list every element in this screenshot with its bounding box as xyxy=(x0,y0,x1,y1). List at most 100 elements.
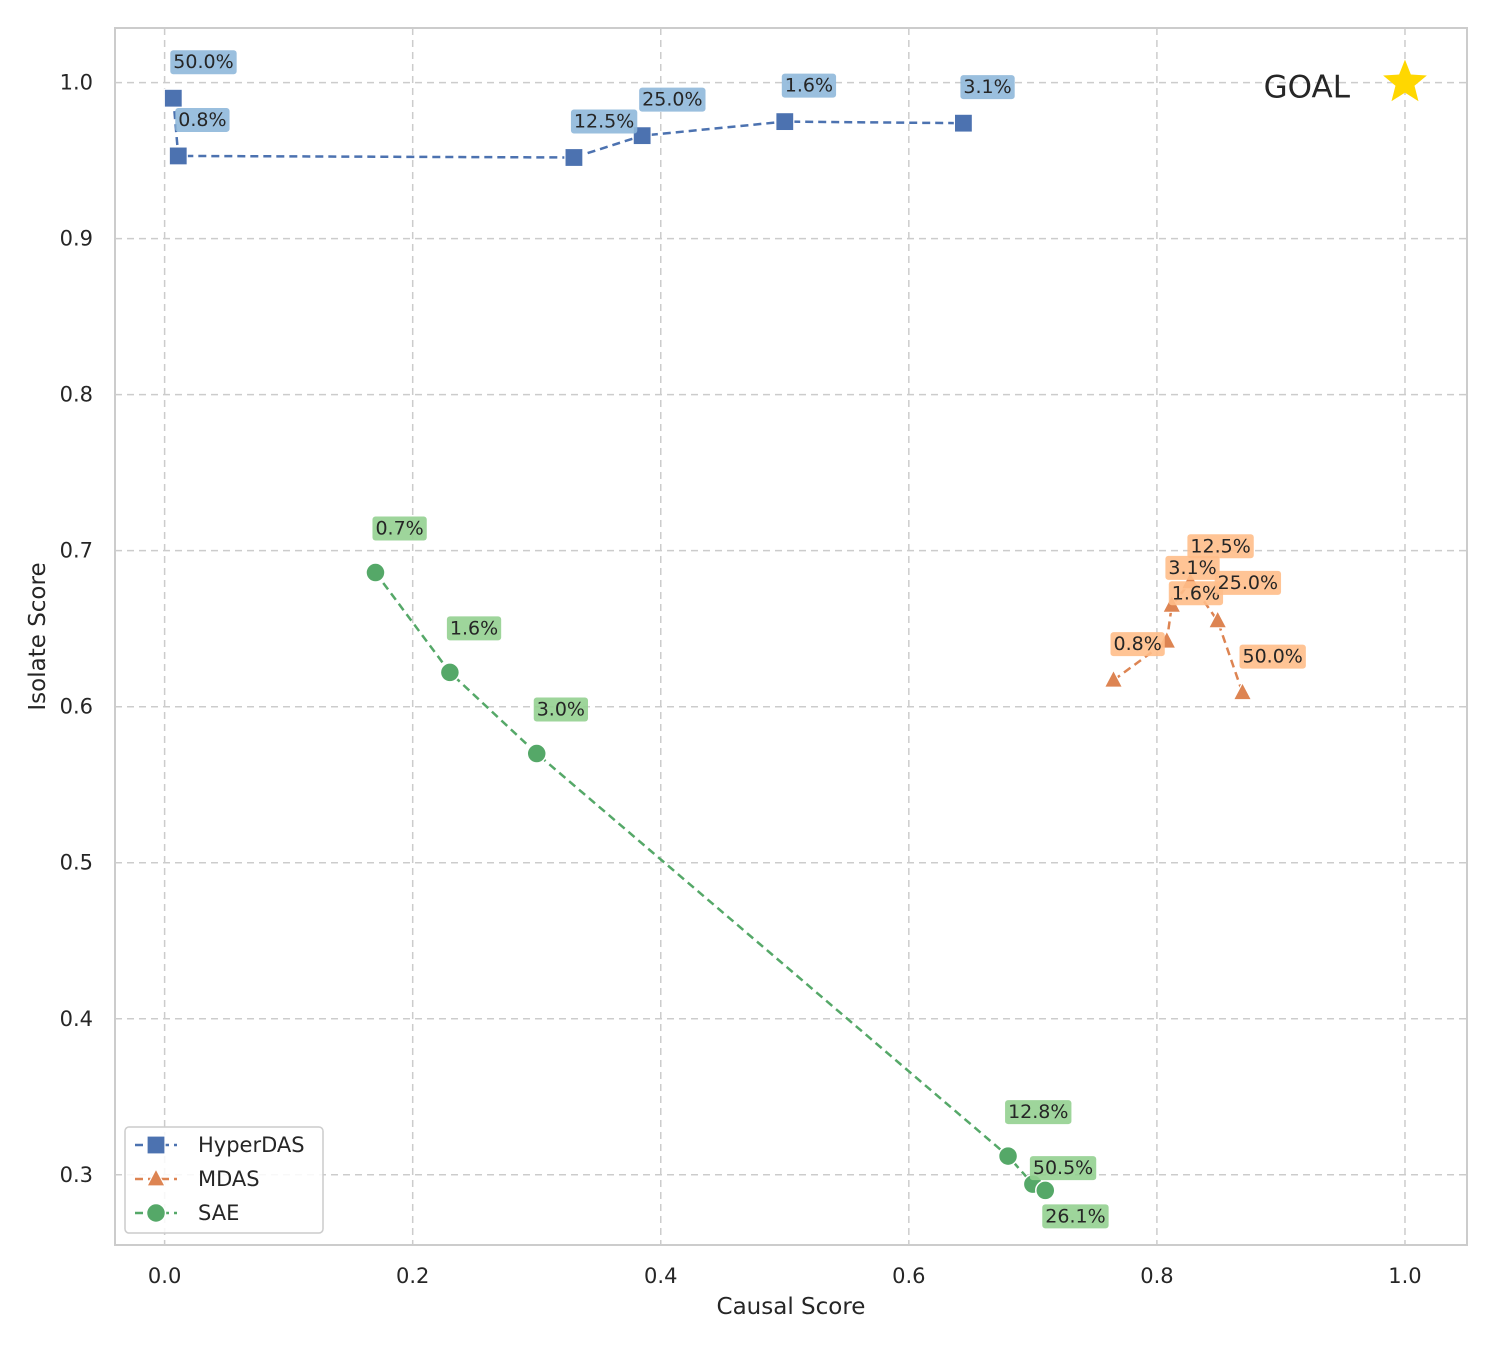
legend-entry-mdas: MDAS xyxy=(135,1167,260,1191)
goal-star-icon xyxy=(1383,59,1427,102)
point-label-bg xyxy=(533,697,589,722)
point-label-bg xyxy=(170,50,237,75)
x-tick-label: 0.2 xyxy=(396,1264,429,1288)
legend-marker xyxy=(145,1202,167,1224)
point-label-bg xyxy=(1005,1100,1072,1125)
series-line-sae xyxy=(374,571,1046,1192)
point-label: 0.8% xyxy=(175,107,230,132)
point-label-bg xyxy=(1214,570,1282,595)
point-label: 50.0% xyxy=(170,50,237,75)
point-label-bg xyxy=(175,107,230,132)
series-lines xyxy=(172,98,1244,1192)
point-label-text: 12.8% xyxy=(1008,1101,1068,1123)
legend-entry-sae: SAE xyxy=(135,1201,239,1225)
point-label: 25.0% xyxy=(639,87,706,112)
y-tick-label: 0.8 xyxy=(60,383,93,407)
legend-marker xyxy=(146,1167,166,1187)
series-markers xyxy=(163,88,1253,1201)
plot-frame xyxy=(114,27,1468,1246)
point-label-text: 1.6% xyxy=(1172,582,1220,604)
data-point-hyperdas xyxy=(632,126,652,146)
legend-label: HyperDAS xyxy=(198,1133,305,1157)
point-label-text: 1.6% xyxy=(785,75,833,97)
x-tick-label: 0.0 xyxy=(148,1264,181,1288)
point-label-bg xyxy=(1029,1156,1097,1181)
point-label-bg xyxy=(372,516,427,541)
y-axis-title: Isolate Score xyxy=(25,562,51,710)
data-point-sae xyxy=(997,1145,1019,1167)
point-label: 12.5% xyxy=(570,109,638,134)
point-label-text: 3.0% xyxy=(537,699,585,721)
x-tick-label: 1.0 xyxy=(1388,1264,1421,1288)
grid xyxy=(115,28,1467,1245)
point-label: 0.8% xyxy=(1110,632,1165,657)
point-label: 1.6% xyxy=(446,616,502,641)
point-label-bg xyxy=(639,87,706,112)
data-point-sae xyxy=(365,562,386,583)
point-label: 12.8% xyxy=(1005,1100,1072,1125)
point-label-text: 26.1% xyxy=(1045,1205,1105,1227)
point-label-text: 3.1% xyxy=(1168,557,1216,579)
y-tick-label: 0.5 xyxy=(60,851,93,875)
point-label: 50.5% xyxy=(1029,1156,1097,1181)
point-label: 3.0% xyxy=(533,697,589,722)
data-point-sae xyxy=(1035,1180,1056,1201)
axis-ticks: 0.0 0.2 0.4 0.6 0.8 1.0 0.3 0.4 0.5 0.6 0.7 0.8 0.9 1… xyxy=(60,71,1422,1288)
legend-label: MDAS xyxy=(198,1167,260,1191)
point-label-text: 50.0% xyxy=(173,51,233,73)
data-point-mdas xyxy=(1103,668,1124,688)
data-point-sae xyxy=(526,743,547,764)
y-tick-label: 0.7 xyxy=(60,539,93,563)
data-point-hyperdas xyxy=(168,146,188,166)
point-label-bg xyxy=(1187,534,1254,559)
x-tick-label: 0.8 xyxy=(1140,1264,1173,1288)
point-label-bg xyxy=(1110,632,1165,657)
point-label-text: 0.8% xyxy=(178,109,226,131)
point-label-text: 25.0% xyxy=(1218,572,1278,594)
x-axis-title: Causal Score xyxy=(717,1294,866,1320)
legend-marker xyxy=(146,1135,166,1155)
data-point-hyperdas xyxy=(564,147,584,168)
point-label-bg xyxy=(960,75,1015,100)
point-label-text: 0.8% xyxy=(1113,633,1161,655)
x-tick-label: 0.6 xyxy=(892,1264,925,1288)
point-label: 50.0% xyxy=(1239,644,1306,669)
goal-label: GOAL xyxy=(1264,70,1351,106)
point-label: 12.5% xyxy=(1187,534,1254,559)
data-point-hyperdas xyxy=(775,112,795,132)
data-point-hyperdas xyxy=(163,88,183,108)
x-tick-label: 0.4 xyxy=(644,1264,677,1288)
y-tick-label: 0.4 xyxy=(60,1007,93,1031)
data-point-mdas xyxy=(1232,681,1253,701)
point-label-bg xyxy=(1042,1204,1109,1229)
data-point-sae xyxy=(439,662,461,683)
point-label-bg xyxy=(446,616,502,641)
y-tick-label: 0.9 xyxy=(60,227,93,251)
y-tick-label: 0.3 xyxy=(60,1163,93,1187)
point-label: 1.6% xyxy=(1168,581,1224,606)
point-label-text: 50.5% xyxy=(1033,1157,1093,1179)
point-label-text: 12.5% xyxy=(574,111,634,133)
point-label-text: 50.0% xyxy=(1242,646,1302,668)
y-tick-label: 0.6 xyxy=(60,695,93,719)
point-label: 0.7% xyxy=(372,516,427,541)
point-label: 3.1% xyxy=(1165,555,1220,580)
point-label-bg xyxy=(1239,644,1306,669)
legend-box xyxy=(124,1126,324,1234)
point-label-bg xyxy=(1165,555,1220,580)
data-point-mdas xyxy=(1207,609,1228,629)
point-label: 26.1% xyxy=(1042,1204,1109,1229)
legend-label: SAE xyxy=(198,1201,239,1225)
point-label: 3.1% xyxy=(960,75,1015,100)
y-tick-label: 1.0 xyxy=(60,71,93,95)
point-label-text: 0.7% xyxy=(375,518,423,540)
goal-marker-group: GOAL xyxy=(1264,59,1427,106)
point-label-bg xyxy=(570,109,638,134)
point-label: 1.6% xyxy=(781,73,837,98)
point-label-text: 12.5% xyxy=(1190,535,1250,557)
point-label: 25.0% xyxy=(1214,570,1282,595)
point-label-text: 25.0% xyxy=(642,89,702,111)
point-label-text: 1.6% xyxy=(450,617,498,639)
point-label-bg xyxy=(781,73,837,98)
